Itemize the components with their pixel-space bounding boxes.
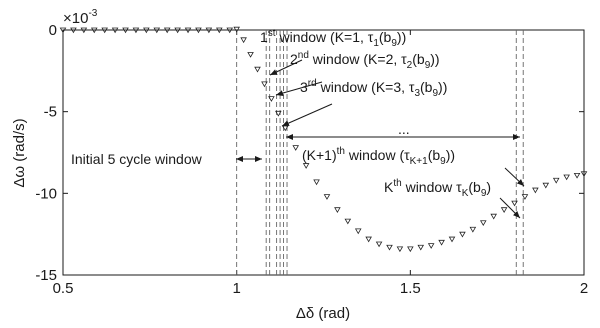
data-point	[233, 26, 240, 33]
data-point	[174, 27, 181, 34]
data-point	[247, 52, 254, 58]
data-point	[122, 27, 129, 34]
x-tick-label: 0.5	[53, 280, 74, 297]
data-point	[111, 27, 119, 34]
y-scale-label: ×10-3	[63, 8, 98, 27]
data-point	[240, 37, 247, 44]
y-axis-label: Δω (rad/s)	[11, 118, 28, 187]
data-point	[344, 218, 352, 225]
plot-area-frame	[62, 29, 585, 276]
data-point	[313, 179, 320, 186]
data-point	[469, 226, 477, 233]
data-point	[396, 246, 404, 253]
y-tick-label: -10	[35, 185, 57, 202]
annotation-dots: ...	[398, 121, 410, 137]
data-point	[195, 27, 202, 34]
data-point	[334, 207, 341, 213]
data-point	[479, 220, 487, 227]
x-tick-label: 1.5	[400, 280, 421, 297]
data-point	[216, 27, 223, 34]
x-tick-label: 1	[232, 280, 240, 297]
data-point	[153, 27, 161, 34]
data-point	[427, 243, 435, 249]
y-tick-label: 0	[49, 22, 57, 39]
data-point	[407, 246, 414, 253]
data-points	[59, 26, 588, 253]
y-tick-label: -5	[44, 104, 57, 121]
data-point	[386, 244, 393, 251]
annotation-window-k-plus-1: (K+1)th window (τK+1(b9))	[302, 146, 455, 167]
x-tick-label: 2	[580, 280, 588, 297]
data-point	[268, 96, 275, 102]
data-point	[275, 110, 282, 117]
arrow-window-2	[275, 81, 323, 96]
window-lines	[236, 30, 524, 275]
data-point	[323, 194, 331, 200]
data-point	[438, 239, 445, 246]
annotation-window-k: Kth window τK(b9)	[384, 178, 491, 199]
data-point	[226, 27, 234, 34]
data-point	[292, 145, 300, 151]
data-point	[417, 244, 425, 251]
data-point	[365, 236, 372, 243]
data-point	[254, 66, 261, 73]
data-point	[448, 236, 456, 243]
y-axis-ticks: 0 -5 -10 -15	[35, 22, 584, 284]
annotation-arrows	[236, 59, 525, 219]
arrow-window-k	[499, 197, 521, 219]
data-point	[80, 27, 88, 34]
data-point	[552, 177, 560, 184]
data-point	[163, 27, 171, 34]
data-point	[490, 213, 497, 220]
x-axis-label: Δδ (rad)	[296, 305, 350, 322]
data-point	[261, 81, 268, 88]
y-tick-label: -15	[35, 267, 57, 284]
data-point	[184, 27, 192, 34]
data-point	[580, 171, 588, 178]
data-point	[132, 27, 140, 34]
data-point	[281, 125, 289, 132]
data-point	[573, 172, 581, 179]
data-point	[511, 200, 518, 207]
data-point	[354, 228, 362, 235]
data-point	[532, 187, 539, 194]
data-point	[563, 174, 570, 181]
data-point	[70, 27, 77, 34]
annotation-window-1: 1st window (K=1, τ1(b9))	[260, 28, 406, 49]
arrow-window-3	[281, 103, 333, 127]
data-point	[143, 27, 150, 34]
data-point	[205, 27, 213, 34]
data-point	[59, 27, 67, 34]
arrow-window-1	[269, 59, 303, 76]
data-point	[459, 231, 466, 238]
data-point	[302, 163, 310, 169]
data-point	[521, 194, 529, 200]
annotation-window-2: 2nd window (K=2, τ2(b9))	[290, 50, 440, 71]
data-point	[90, 27, 98, 34]
annotation-initial-window: Initial 5 cycle window	[71, 151, 203, 167]
data-point	[375, 241, 383, 248]
arrow-window-k1	[504, 167, 525, 187]
data-point	[101, 27, 108, 34]
data-point	[542, 182, 550, 189]
data-point	[500, 207, 508, 213]
annotation-window-3: 3rd window (K=3, τ3(b9))	[300, 78, 447, 99]
